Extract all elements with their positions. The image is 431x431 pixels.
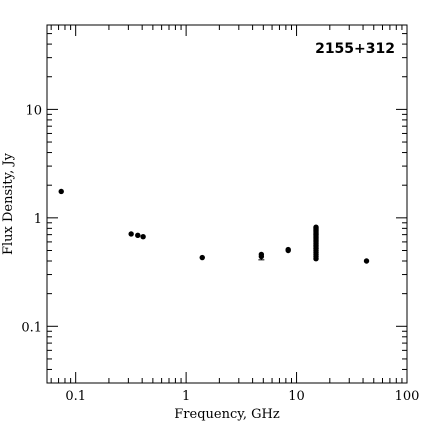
data-point (285, 246, 291, 253)
plot-area (46, 24, 408, 384)
data-point (135, 232, 141, 239)
data-point (128, 231, 134, 237)
x-tick-label: 0.1 (65, 389, 86, 404)
y-tick-label: 1 (34, 212, 42, 227)
data-point (258, 251, 265, 258)
y-tick-label: 10 (25, 103, 42, 118)
tick-labels: 0.1 1 10 100 0.1 1 10 (21, 103, 419, 404)
x-tick-label: 100 (395, 389, 420, 404)
data-point (140, 234, 146, 240)
y-tick-label: 0.1 (21, 320, 42, 335)
data-point (199, 254, 205, 261)
axis-ticks (47, 24, 408, 384)
x-tick-label: 10 (288, 389, 305, 404)
data-point (58, 188, 64, 195)
x-axis-title: Frequency, GHz (174, 407, 280, 422)
data-point (363, 258, 370, 264)
x-tick-label: 1 (182, 389, 190, 404)
y-axis-title: Flux Density, Jy (1, 152, 16, 255)
data-point (313, 224, 319, 230)
chart-title: 2155+312 (315, 41, 395, 57)
data-points (58, 188, 370, 264)
